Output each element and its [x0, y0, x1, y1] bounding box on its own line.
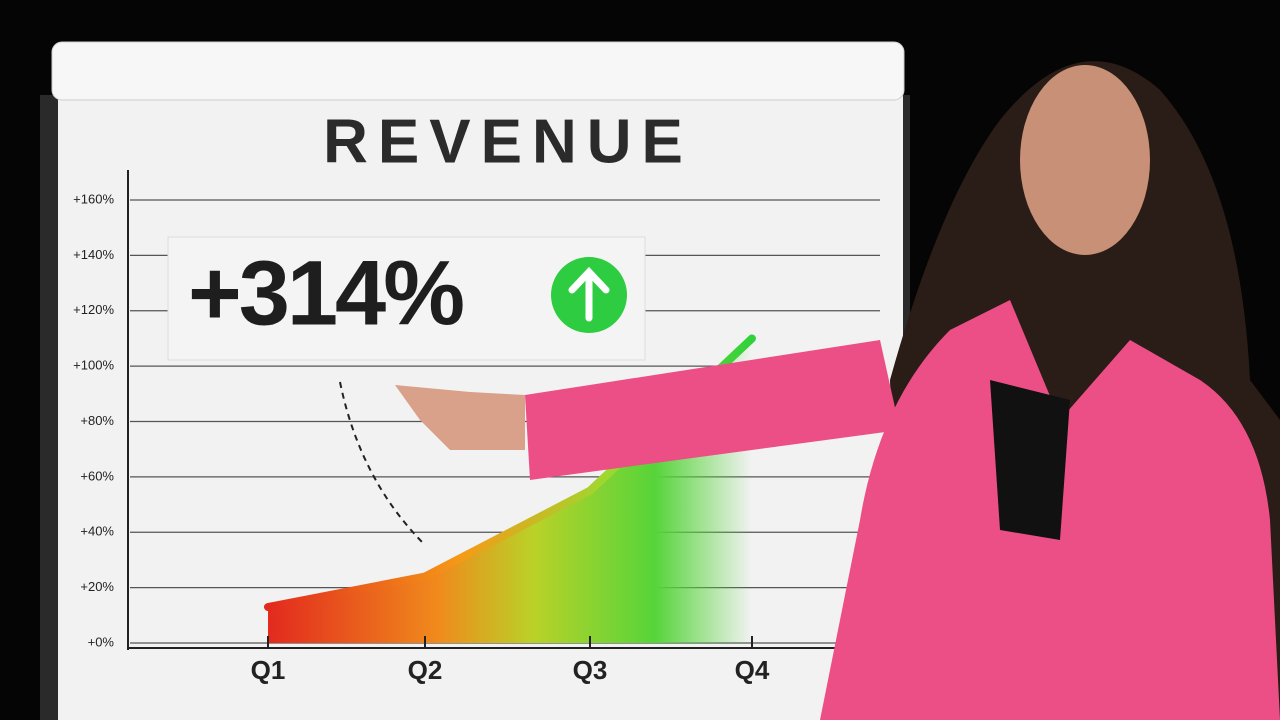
x-tick-label: Q4 [735, 655, 770, 685]
hand [395, 385, 525, 450]
y-tick-label: +160% [73, 191, 114, 206]
y-tick-label: +140% [73, 247, 114, 262]
x-tick-label: Q3 [573, 655, 608, 685]
arm [525, 340, 900, 480]
y-tick-label: +100% [73, 358, 114, 373]
annotation: +314% [188, 242, 463, 344]
area [268, 338, 752, 643]
up-arrow [568, 266, 610, 322]
flipchart-top [51, 41, 905, 101]
dashed-arc [339, 381, 426, 546]
x-tick-label: Q1 [251, 655, 286, 685]
face [1020, 65, 1150, 255]
y-tick-label: +20% [80, 579, 114, 594]
y-tick-label: +0% [88, 634, 115, 649]
y-tick-label: +120% [73, 302, 114, 317]
x-tick-label: Q2 [408, 655, 443, 685]
y-tick-label: +40% [80, 524, 114, 539]
y-tick-label: +60% [80, 468, 114, 483]
y-tick-label: +80% [80, 413, 114, 428]
presenter [395, 61, 1280, 720]
chart-title: REVENUE [323, 107, 693, 176]
top [990, 380, 1070, 540]
